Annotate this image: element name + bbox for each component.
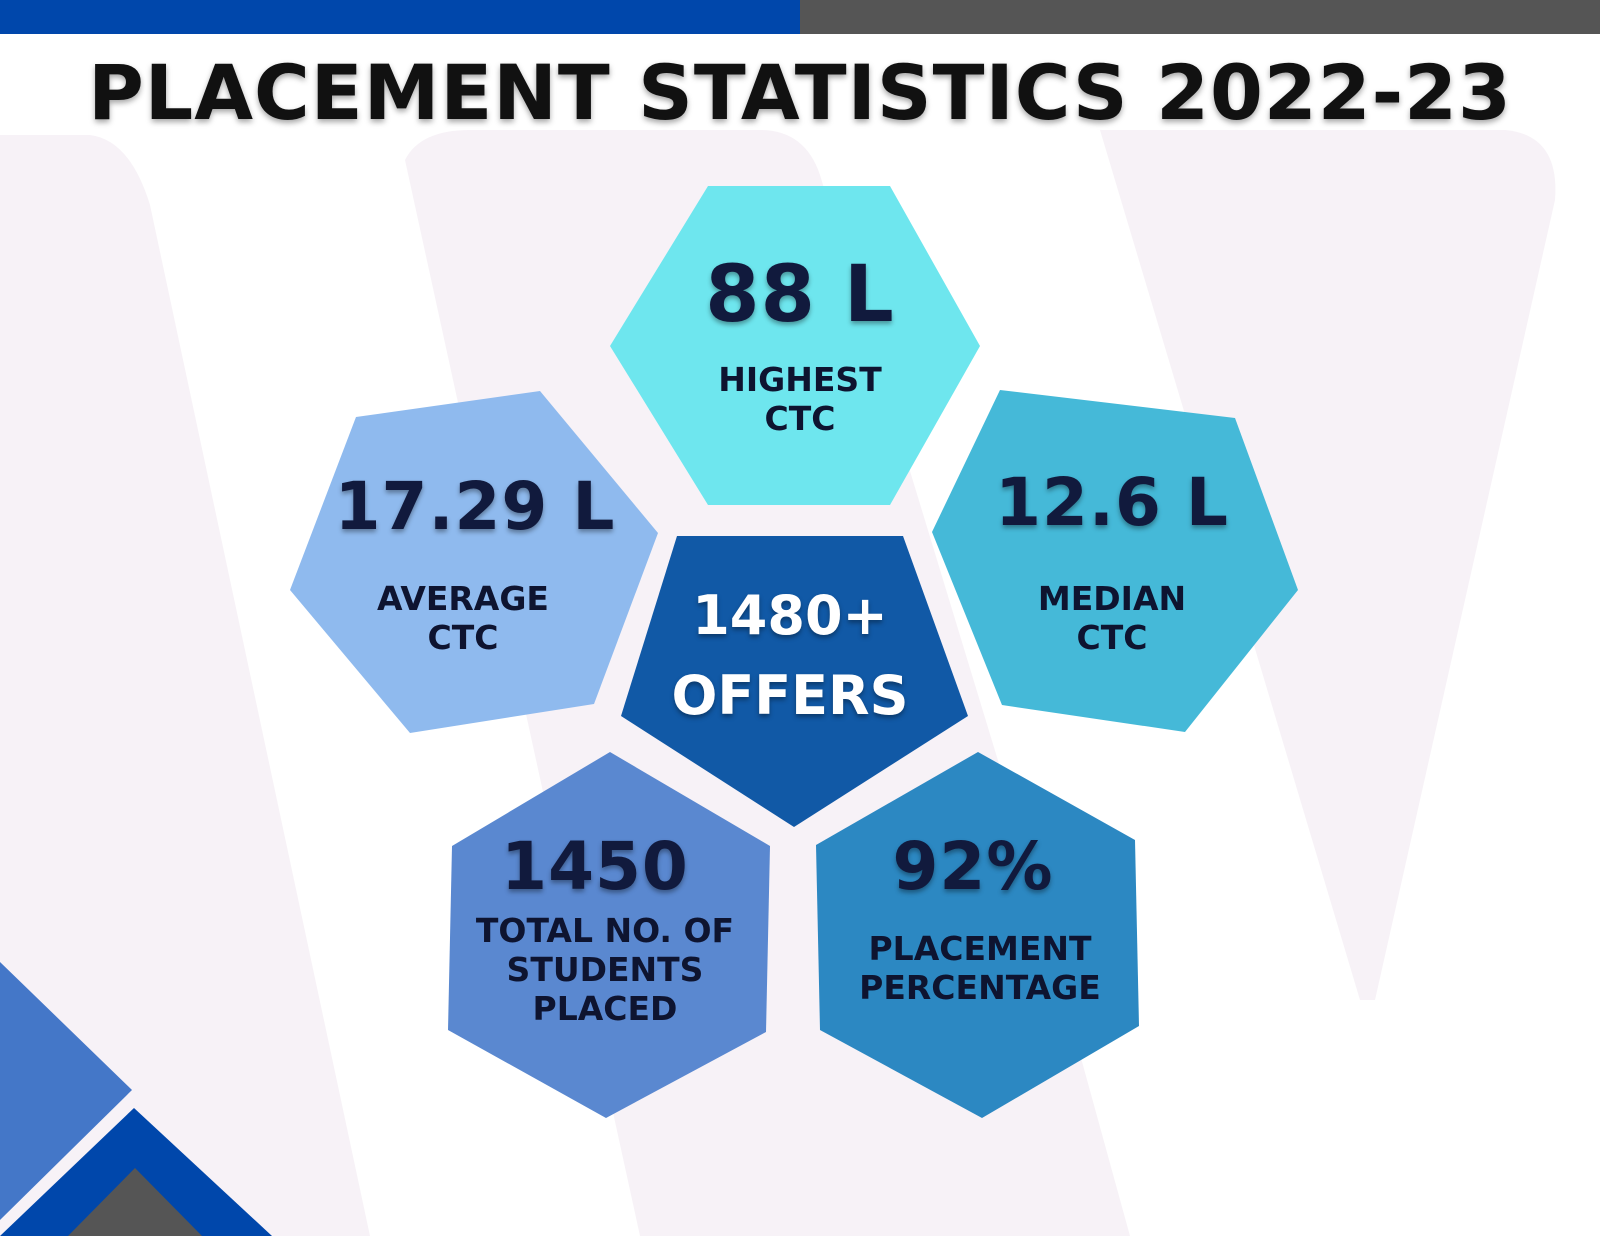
average-ctc-value: 17.29 L (334, 468, 616, 545)
students-placed-stat: 1450 TOTAL NO. OF STUDENTS PLACED (440, 828, 770, 1028)
median-ctc-value: 12.6 L (995, 464, 1229, 541)
students-placed-label: TOTAL NO. OF STUDENTS PLACED (475, 911, 735, 1028)
highest-ctc-label: HIGHEST CTC (718, 360, 882, 438)
median-ctc-stat: 12.6 L MEDIAN CTC (952, 464, 1272, 657)
placement-percentage-label: PLACEMENT PERCENTAGE (859, 929, 1101, 1007)
page-title: PLACEMENT STATISTICS 2022-23 (88, 48, 1512, 137)
highest-ctc-hexagon (610, 186, 980, 505)
offers-label: OFFERS (671, 664, 909, 727)
highest-ctc-stat: 88 L HIGHEST CTC (640, 250, 960, 438)
placement-percentage-hexagon (816, 752, 1139, 1118)
placement-percentage-value: 92% (892, 828, 1054, 905)
highest-ctc-value: 88 L (705, 250, 895, 340)
students-placed-hexagon (448, 752, 770, 1118)
average-ctc-hexagon (290, 391, 658, 733)
offers-value: 1480+ (692, 584, 888, 647)
median-ctc-label: MEDIAN CTC (1037, 579, 1187, 657)
offers-pentagon (621, 536, 968, 827)
placement-percentage-stat: 92% PLACEMENT PERCENTAGE (815, 828, 1145, 1007)
average-ctc-stat: 17.29 L AVERAGE CTC (315, 468, 635, 657)
students-placed-value: 1450 (501, 828, 689, 905)
top-bar-gray (800, 0, 1600, 34)
average-ctc-label: AVERAGE CTC (377, 579, 549, 657)
top-bar-blue (0, 0, 800, 34)
offers-stat: 1480+ OFFERS (630, 576, 950, 736)
median-ctc-hexagon (932, 390, 1298, 732)
